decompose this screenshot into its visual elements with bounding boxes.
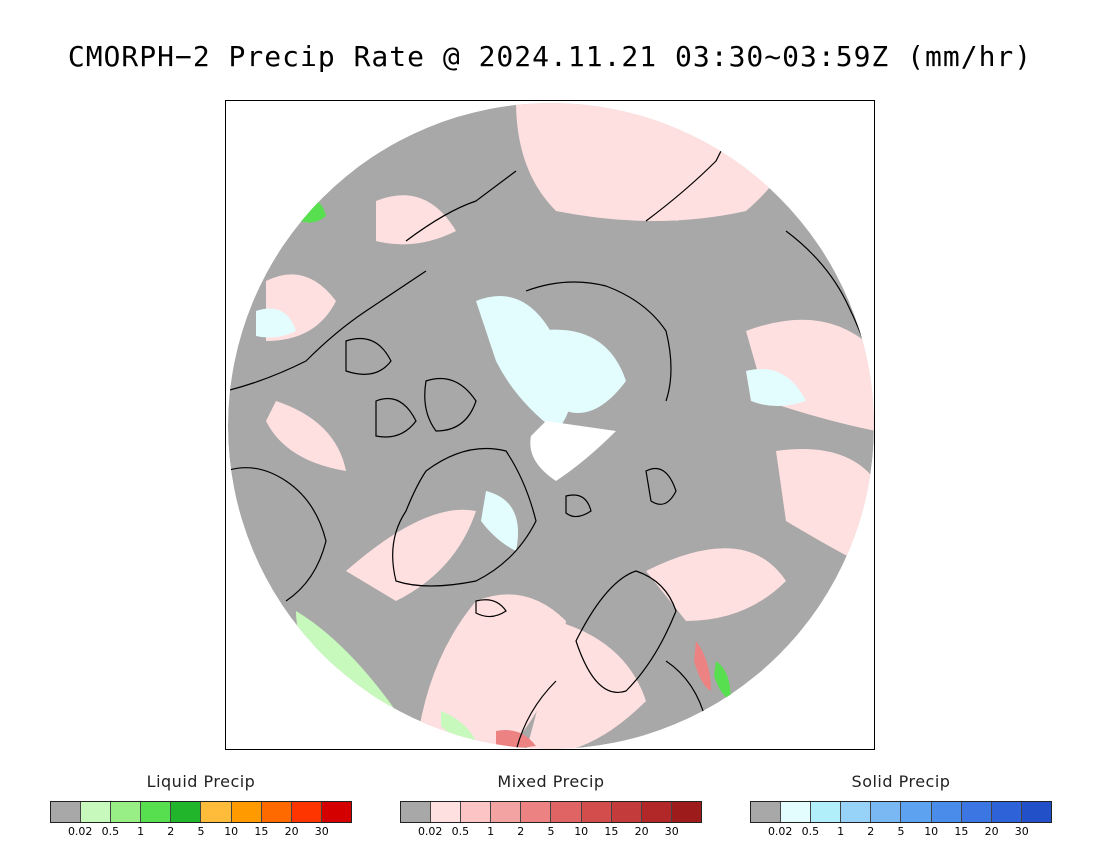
legend-swatch [81, 802, 112, 822]
legend-colorbar [400, 801, 702, 823]
legend-tick-label: 2 [167, 825, 175, 838]
legend-tick-label: 1 [837, 825, 845, 838]
legend-tick-label: 1 [487, 825, 495, 838]
legend-swatch [611, 802, 642, 822]
legend-tick-label: 10 [224, 825, 239, 838]
legend-swatch [781, 802, 812, 822]
solid-precip-areas [256, 296, 806, 551]
legend-tick-label: 15 [254, 825, 269, 838]
legend-tick-label: 10 [574, 825, 589, 838]
legend-swatch [581, 802, 612, 822]
legend-tick-label: 5 [197, 825, 205, 838]
legend-ticks: 0.02 0.5 1 2 5 10 15 20 30 [400, 825, 702, 839]
legend-colorbar [50, 801, 352, 823]
legend-swatch [811, 802, 842, 822]
legend-solid: Solid Precip 0.02 0.5 1 2 5 10 15 20 30 [750, 772, 1052, 839]
legend-tick-label: 30 [314, 825, 329, 838]
legend-swatch [201, 802, 232, 822]
legend-swatch [671, 802, 701, 822]
heavier-mixed-precip-areas [496, 641, 711, 749]
legend-swatch [751, 802, 782, 822]
legend-title: Solid Precip [851, 772, 951, 791]
legend-swatch [171, 802, 202, 822]
legend-title: Mixed Precip [497, 772, 605, 791]
legend-tick-label: 15 [604, 825, 619, 838]
legend-swatch [521, 802, 552, 822]
legend-tick-label: 0.5 [801, 825, 820, 838]
legend-tick-label: 0.02 [767, 825, 793, 838]
legend-ticks: 0.02 0.5 1 2 5 10 15 20 30 [750, 825, 1052, 839]
legend-tick-label: 0.5 [451, 825, 470, 838]
legend-colorbar [750, 801, 1052, 823]
legend-tick-label: 2 [517, 825, 525, 838]
legend-tick-label: 20 [284, 825, 299, 838]
legend-swatch [871, 802, 902, 822]
legend-tick-label: 5 [547, 825, 555, 838]
legend-tick-label: 30 [664, 825, 679, 838]
polar-map [225, 100, 875, 750]
legend-swatch [51, 802, 82, 822]
legend-swatch [431, 802, 462, 822]
map-title: CMORPH−2 Precip Rate @ 2024.11.21 03:30~… [67, 40, 1033, 73]
legend-swatch [141, 802, 172, 822]
legend-tick-label: 20 [984, 825, 999, 838]
legend-mixed: Mixed Precip 0.02 0.5 1 2 5 10 15 20 30 [400, 772, 702, 839]
legend-tick-label: 20 [634, 825, 649, 838]
legend-swatch [841, 802, 872, 822]
pole-gap [530, 421, 616, 481]
legend-swatch [461, 802, 492, 822]
light-liquid-precip-areas [296, 611, 476, 741]
legend-swatch [1021, 802, 1051, 822]
legend-tick-label: 1 [137, 825, 145, 838]
legend-swatch [401, 802, 432, 822]
polar-map-svg [228, 103, 874, 749]
legend-ticks: 0.02 0.5 1 2 5 10 15 20 30 [50, 825, 352, 839]
legend-tick-label: 0.5 [101, 825, 120, 838]
legend-swatch [931, 802, 962, 822]
legend-swatch [261, 802, 292, 822]
legend-title: Liquid Precip [146, 772, 256, 791]
coastlines [228, 120, 874, 749]
legend-tick-label: 0.02 [67, 825, 93, 838]
legend-tick-label: 0.02 [417, 825, 443, 838]
legend-tick-label: 15 [954, 825, 969, 838]
legend-swatch [641, 802, 672, 822]
legend-swatch [551, 802, 582, 822]
legend-swatch [991, 802, 1022, 822]
legend-swatch [111, 802, 142, 822]
legend-swatch [291, 802, 322, 822]
legend-tick-label: 30 [1014, 825, 1029, 838]
legend-swatch [491, 802, 522, 822]
legend-liquid: Liquid Precip 0.02 0.5 1 2 5 10 15 20 30 [50, 772, 352, 839]
legend-swatch [321, 802, 351, 822]
legend-tick-label: 10 [924, 825, 939, 838]
legend-tick-label: 5 [897, 825, 905, 838]
legend-tick-label: 2 [867, 825, 875, 838]
legend-swatch [961, 802, 992, 822]
legend-swatch [901, 802, 932, 822]
legend-swatch [231, 802, 262, 822]
